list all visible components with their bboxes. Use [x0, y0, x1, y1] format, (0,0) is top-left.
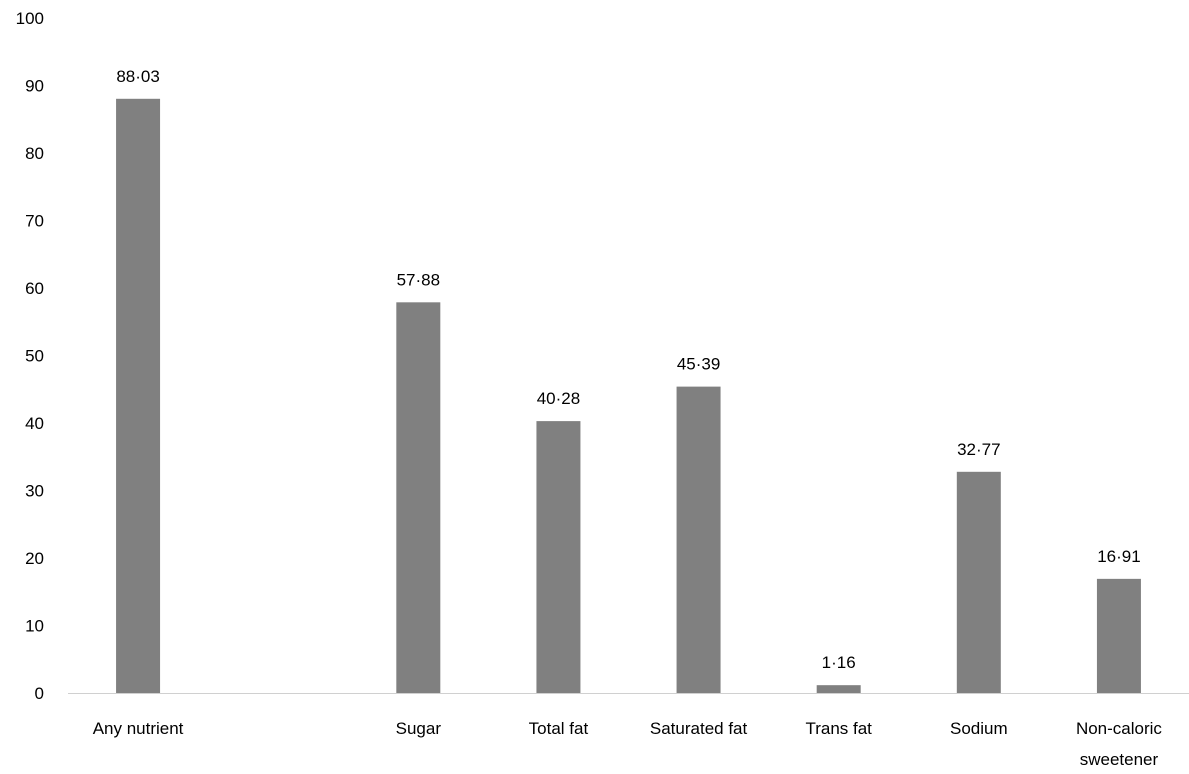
bar-data-label: 1·16	[822, 653, 856, 672]
y-tick-label: 10	[25, 617, 44, 636]
x-axis: Any nutrient Sugar Total fat Saturated fat T…	[93, 719, 1163, 769]
bar	[1096, 578, 1141, 693]
bar-data-label: 57·88	[397, 270, 440, 289]
x-category-label: Total fat	[529, 719, 589, 738]
x-category-label: Saturated fat	[650, 719, 748, 738]
bar-data-label: 88·03	[116, 67, 159, 86]
y-tick-label: 80	[25, 144, 44, 163]
y-tick-label: 50	[25, 347, 44, 366]
bar	[116, 98, 161, 694]
x-category-label: sweetener	[1080, 750, 1159, 769]
y-axis: 0 10 20 30 40 50 60 70 80 90 100	[16, 9, 44, 703]
bar	[676, 386, 721, 693]
bar	[536, 421, 581, 693]
y-tick-label: 70	[25, 212, 44, 231]
x-category-label: Any nutrient	[93, 719, 184, 738]
bar	[816, 685, 861, 693]
y-tick-label: 40	[25, 414, 44, 433]
bar-data-label: 32·77	[957, 440, 1000, 459]
bar-data-label: 16·91	[1097, 547, 1140, 566]
bar	[956, 471, 1001, 693]
y-tick-label: 30	[25, 482, 44, 501]
y-tick-label: 90	[25, 77, 44, 96]
x-category-label: Non-caloric	[1076, 719, 1162, 738]
bar	[396, 302, 441, 693]
bar-data-label: 40·28	[537, 389, 580, 408]
x-category-label: Sodium	[950, 719, 1008, 738]
y-tick-label: 100	[16, 9, 44, 28]
x-category-label: Sugar	[396, 719, 442, 738]
y-tick-label: 0	[35, 684, 44, 703]
y-tick-label: 20	[25, 549, 44, 568]
bar-data-label: 45·39	[677, 355, 720, 374]
bars	[116, 98, 1141, 694]
x-category-label: Trans fat	[805, 719, 872, 738]
y-tick-label: 60	[25, 279, 44, 298]
data-labels: 88·03 57·88 40·28 45·39 1·16 32·77 16·91	[116, 67, 1140, 672]
